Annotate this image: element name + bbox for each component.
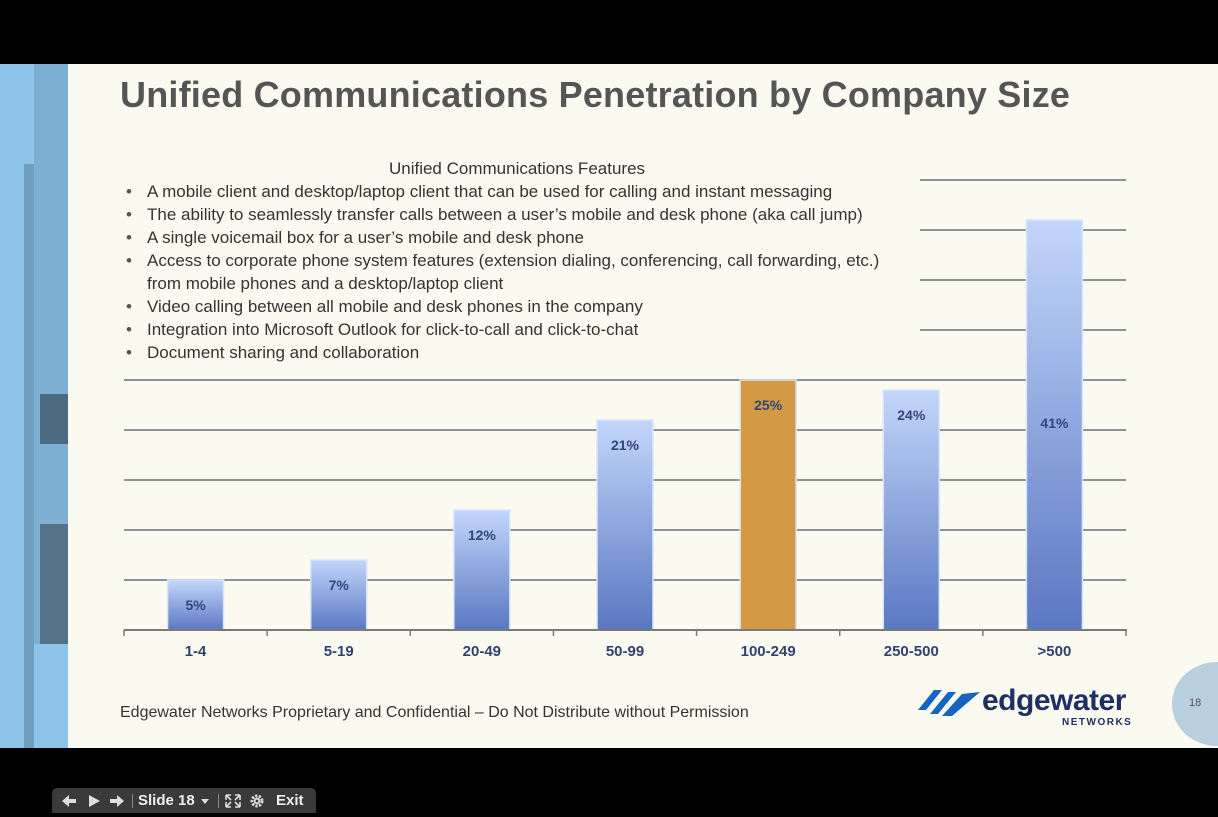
feature-item: The ability to seamlessly transfer calls… bbox=[122, 203, 912, 226]
bar-value-label: 41% bbox=[1040, 415, 1069, 431]
chevron-down-icon bbox=[200, 799, 209, 804]
bar-chart: 5% 1-4 7% 5-19 12% 20-49 21% 50-99 25% 100-249 24%… bbox=[123, 179, 1127, 660]
logo-swoosh-icon bbox=[918, 690, 980, 716]
bar-value-label: 7% bbox=[329, 577, 350, 593]
bar bbox=[882, 389, 941, 631]
slide-title: Unified Communications Penetration by Co… bbox=[120, 74, 1071, 115]
logo-subtext: NETWORKS bbox=[1062, 717, 1133, 728]
bar bbox=[309, 559, 368, 631]
left-decoration bbox=[0, 64, 68, 748]
bar bbox=[739, 379, 797, 631]
feature-item: Integration into Microsoft Outlook for c… bbox=[122, 318, 912, 341]
bar bbox=[166, 579, 225, 631]
logo-text: edgewater bbox=[982, 684, 1126, 717]
feature-item: Access to corporate phone system feature… bbox=[122, 249, 912, 295]
page-number: 18 bbox=[1189, 697, 1202, 709]
bar-value-label: 21% bbox=[611, 437, 640, 453]
prev-arrow-icon[interactable] bbox=[60, 791, 78, 811]
bar bbox=[453, 509, 511, 631]
feature-item: A mobile client and desktop/laptop clien… bbox=[122, 180, 912, 203]
play-icon[interactable] bbox=[86, 791, 102, 811]
features-title: Unified Communications Features bbox=[388, 159, 646, 178]
fullscreen-icon[interactable] bbox=[224, 791, 242, 811]
presentation-controls: Slide 18 Exit bbox=[52, 788, 316, 813]
x-tick-label: 50-99 bbox=[606, 643, 644, 660]
exit-button[interactable]: Exit bbox=[276, 792, 304, 809]
bar bbox=[596, 419, 654, 631]
feature-item: A single voicemail box for a user’s mobi… bbox=[122, 226, 912, 249]
features-box: Unified Communications Features A mobile… bbox=[122, 157, 912, 364]
x-tick-label: 5-19 bbox=[324, 643, 354, 660]
feature-item: Document sharing and collaboration bbox=[122, 341, 912, 364]
bar-value-label: 24% bbox=[897, 407, 926, 423]
bar bbox=[1025, 219, 1084, 631]
x-tick-label: 250-500 bbox=[884, 643, 939, 660]
gear-icon[interactable] bbox=[248, 791, 266, 811]
feature-item: Video calling between all mobile and des… bbox=[122, 295, 912, 318]
slide: Unified Communications Penetration by Co… bbox=[0, 64, 1218, 748]
slide-menu-label: Slide 18 bbox=[138, 792, 195, 809]
footer-confidential: Edgewater Networks Proprietary and Confi… bbox=[120, 704, 749, 721]
x-tick-label: >500 bbox=[1038, 643, 1072, 660]
bar-value-label: 12% bbox=[468, 527, 497, 543]
features-list: A mobile client and desktop/laptop clien… bbox=[122, 180, 912, 364]
x-tick-label: 20-49 bbox=[463, 643, 501, 660]
next-arrow-icon[interactable] bbox=[108, 791, 126, 811]
bar-value-label: 25% bbox=[754, 397, 783, 413]
bar-value-label: 5% bbox=[185, 597, 206, 613]
slide-menu-button[interactable]: Slide 18 bbox=[138, 791, 211, 811]
x-tick-label: 1-4 bbox=[185, 643, 207, 660]
edgewater-logo: edgewater NETWORKS bbox=[916, 684, 1156, 734]
x-tick-label: 100-249 bbox=[741, 643, 796, 660]
